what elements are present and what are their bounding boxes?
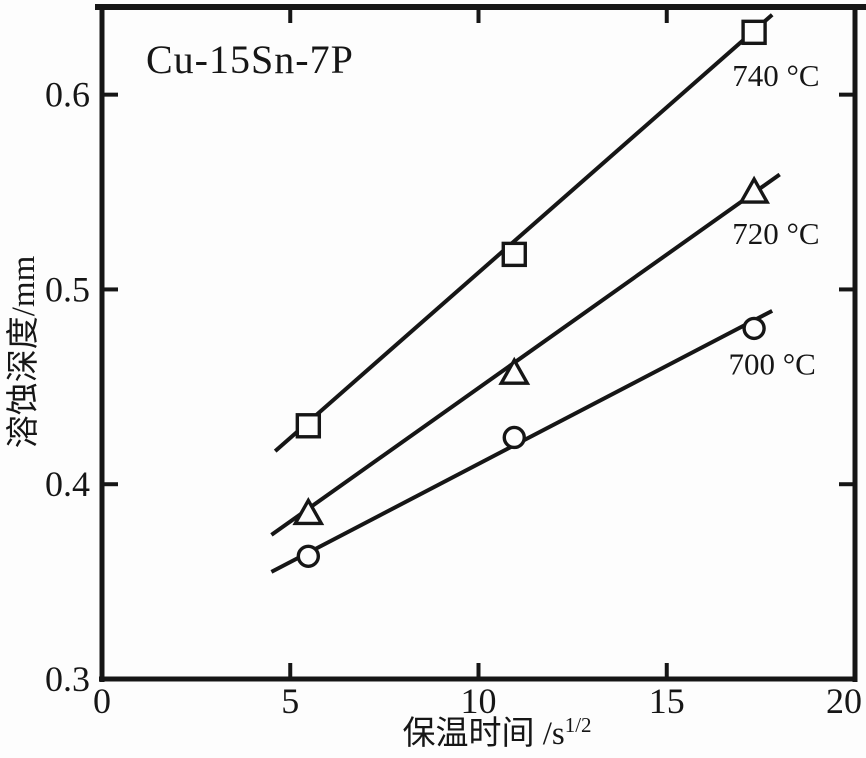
trend-line-720C bbox=[270, 172, 781, 537]
x-tick-label: 20 bbox=[826, 681, 862, 721]
data-point-circle-700C bbox=[502, 425, 526, 450]
series-label-720C: 720 °C bbox=[732, 216, 819, 251]
y-tick-label: 0.5 bbox=[45, 269, 90, 309]
x-tick-label: 10 bbox=[461, 681, 497, 721]
data-point-square-740C bbox=[741, 19, 767, 46]
data-point-triangle-720C bbox=[498, 356, 531, 385]
x-tick-label: 0 bbox=[93, 681, 111, 721]
x-tick-label: 15 bbox=[649, 681, 685, 721]
data-point-circle-700C bbox=[742, 316, 766, 341]
data-point-circle-700C bbox=[296, 544, 321, 568]
x-axis-title-base: 保温时间 /s bbox=[402, 716, 565, 752]
series-label-700C: 700 °C bbox=[729, 346, 816, 381]
y-tick-label: 0.3 bbox=[45, 659, 90, 699]
x-tick-label: 5 bbox=[281, 681, 299, 721]
series-label-740C: 740 °C bbox=[732, 58, 819, 93]
y-tick-label: 0.4 bbox=[45, 464, 90, 504]
x-axis-title-superscript: 1/2 bbox=[564, 713, 592, 737]
y-tick-label: 0.6 bbox=[45, 75, 90, 115]
trend-line-740C bbox=[273, 13, 774, 453]
data-point-square-740C bbox=[295, 413, 322, 439]
x-axis-title: 保温时间 /s1/2 bbox=[297, 706, 697, 754]
y-axis-title: 溶蚀深度/mm bbox=[6, 255, 42, 449]
data-point-triangle-720C bbox=[738, 175, 771, 204]
data-point-square-740C bbox=[501, 241, 527, 268]
alloy-annotation: Cu-15Sn-7P bbox=[146, 37, 354, 82]
data-point-triangle-720C bbox=[292, 496, 325, 526]
